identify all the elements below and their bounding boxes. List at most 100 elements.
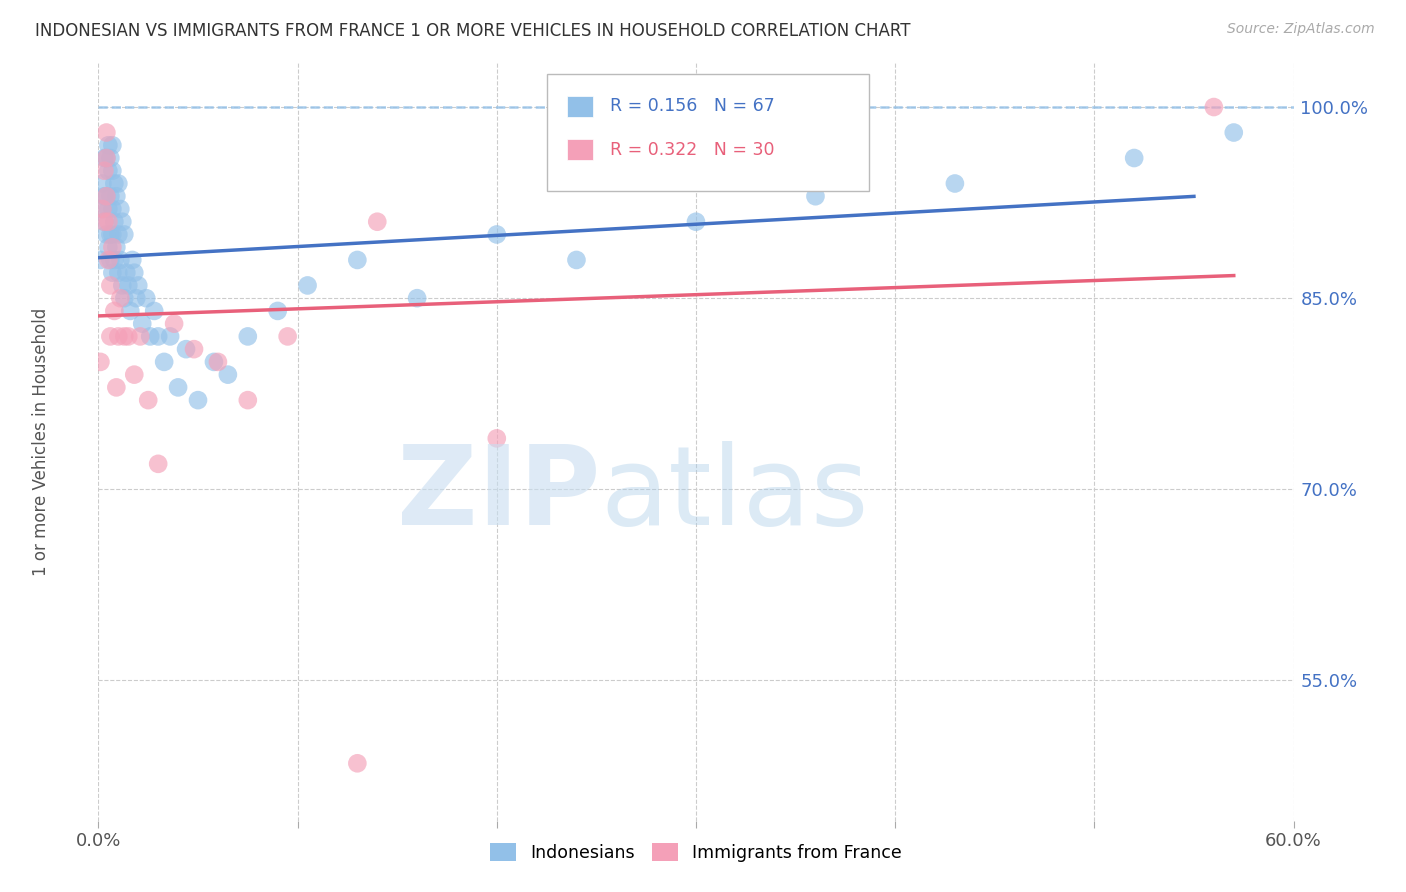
Point [217, 368, 239, 382]
Point [97, 202, 120, 216]
Point [148, 329, 170, 343]
Point [485, 227, 508, 242]
Point [121, 252, 143, 267]
Point [346, 252, 368, 267]
Point [101, 266, 124, 280]
Point [183, 342, 205, 356]
Point [125, 291, 148, 305]
Point [406, 291, 429, 305]
Point [111, 278, 134, 293]
Point [207, 355, 229, 369]
Point [110, 252, 132, 267]
Point [101, 227, 124, 242]
Point [115, 266, 138, 280]
Point [111, 215, 134, 229]
Point [167, 380, 190, 394]
Legend: Indonesians, Immigrants from France: Indonesians, Immigrants from France [484, 836, 908, 869]
Point [105, 380, 128, 394]
Point [97, 252, 120, 267]
Text: ZIP: ZIP [396, 442, 600, 548]
Point [1223, 126, 1246, 140]
Point [101, 240, 124, 254]
Point [110, 291, 132, 305]
Point [136, 393, 159, 408]
Point [103, 177, 125, 191]
FancyBboxPatch shape [567, 95, 593, 117]
FancyBboxPatch shape [567, 139, 593, 161]
Text: 1 or more Vehicles in Household: 1 or more Vehicles in Household [32, 308, 51, 575]
Point [101, 202, 124, 216]
Point [1202, 100, 1225, 114]
Point [93, 215, 115, 229]
Point [202, 355, 225, 369]
Point [97, 138, 120, 153]
Point [277, 329, 299, 343]
Point [89, 355, 111, 369]
Point [117, 278, 139, 293]
Point [139, 329, 162, 343]
Point [98, 329, 122, 343]
Point [96, 227, 118, 242]
Point [103, 252, 125, 267]
Point [96, 189, 118, 203]
Point [96, 151, 118, 165]
Point [565, 252, 588, 267]
Point [124, 266, 146, 280]
Point [148, 457, 170, 471]
Point [103, 304, 125, 318]
Point [112, 291, 135, 305]
Point [96, 126, 118, 140]
Text: atlas: atlas [600, 442, 869, 548]
Point [97, 240, 120, 254]
Point [91, 202, 114, 216]
Point [98, 278, 122, 293]
Point [93, 215, 115, 229]
Point [804, 189, 827, 203]
Point [105, 189, 128, 203]
Point [107, 329, 129, 343]
Point [96, 151, 118, 165]
Point [101, 138, 124, 153]
Point [135, 291, 157, 305]
Point [91, 202, 114, 216]
Point [110, 202, 132, 216]
Point [98, 227, 122, 242]
Point [187, 393, 209, 408]
Point [97, 163, 120, 178]
Point [112, 227, 135, 242]
Point [143, 304, 166, 318]
Point [127, 278, 149, 293]
Point [98, 252, 122, 267]
Text: R = 0.156   N = 67: R = 0.156 N = 67 [610, 97, 775, 115]
Point [124, 368, 146, 382]
Point [93, 163, 115, 178]
Point [236, 329, 259, 343]
Point [129, 329, 152, 343]
Point [163, 317, 186, 331]
Point [1123, 151, 1146, 165]
Point [297, 278, 319, 293]
Point [96, 189, 118, 203]
Point [267, 304, 290, 318]
Point [97, 215, 120, 229]
Point [98, 189, 122, 203]
Text: INDONESIAN VS IMMIGRANTS FROM FRANCE 1 OR MORE VEHICLES IN HOUSEHOLD CORRELATION: INDONESIAN VS IMMIGRANTS FROM FRANCE 1 O… [35, 22, 911, 40]
Point [117, 329, 139, 343]
Point [107, 266, 129, 280]
Point [346, 756, 368, 771]
Point [107, 177, 129, 191]
Point [89, 252, 111, 267]
Text: R = 0.322   N = 30: R = 0.322 N = 30 [610, 141, 775, 159]
Point [91, 177, 114, 191]
Point [943, 177, 966, 191]
Point [105, 240, 128, 254]
Point [685, 215, 707, 229]
Point [98, 151, 122, 165]
Point [131, 317, 153, 331]
Point [112, 329, 135, 343]
Point [174, 342, 197, 356]
Text: Source: ZipAtlas.com: Source: ZipAtlas.com [1227, 22, 1375, 37]
Point [485, 431, 508, 445]
Point [159, 329, 181, 343]
Point [107, 227, 129, 242]
